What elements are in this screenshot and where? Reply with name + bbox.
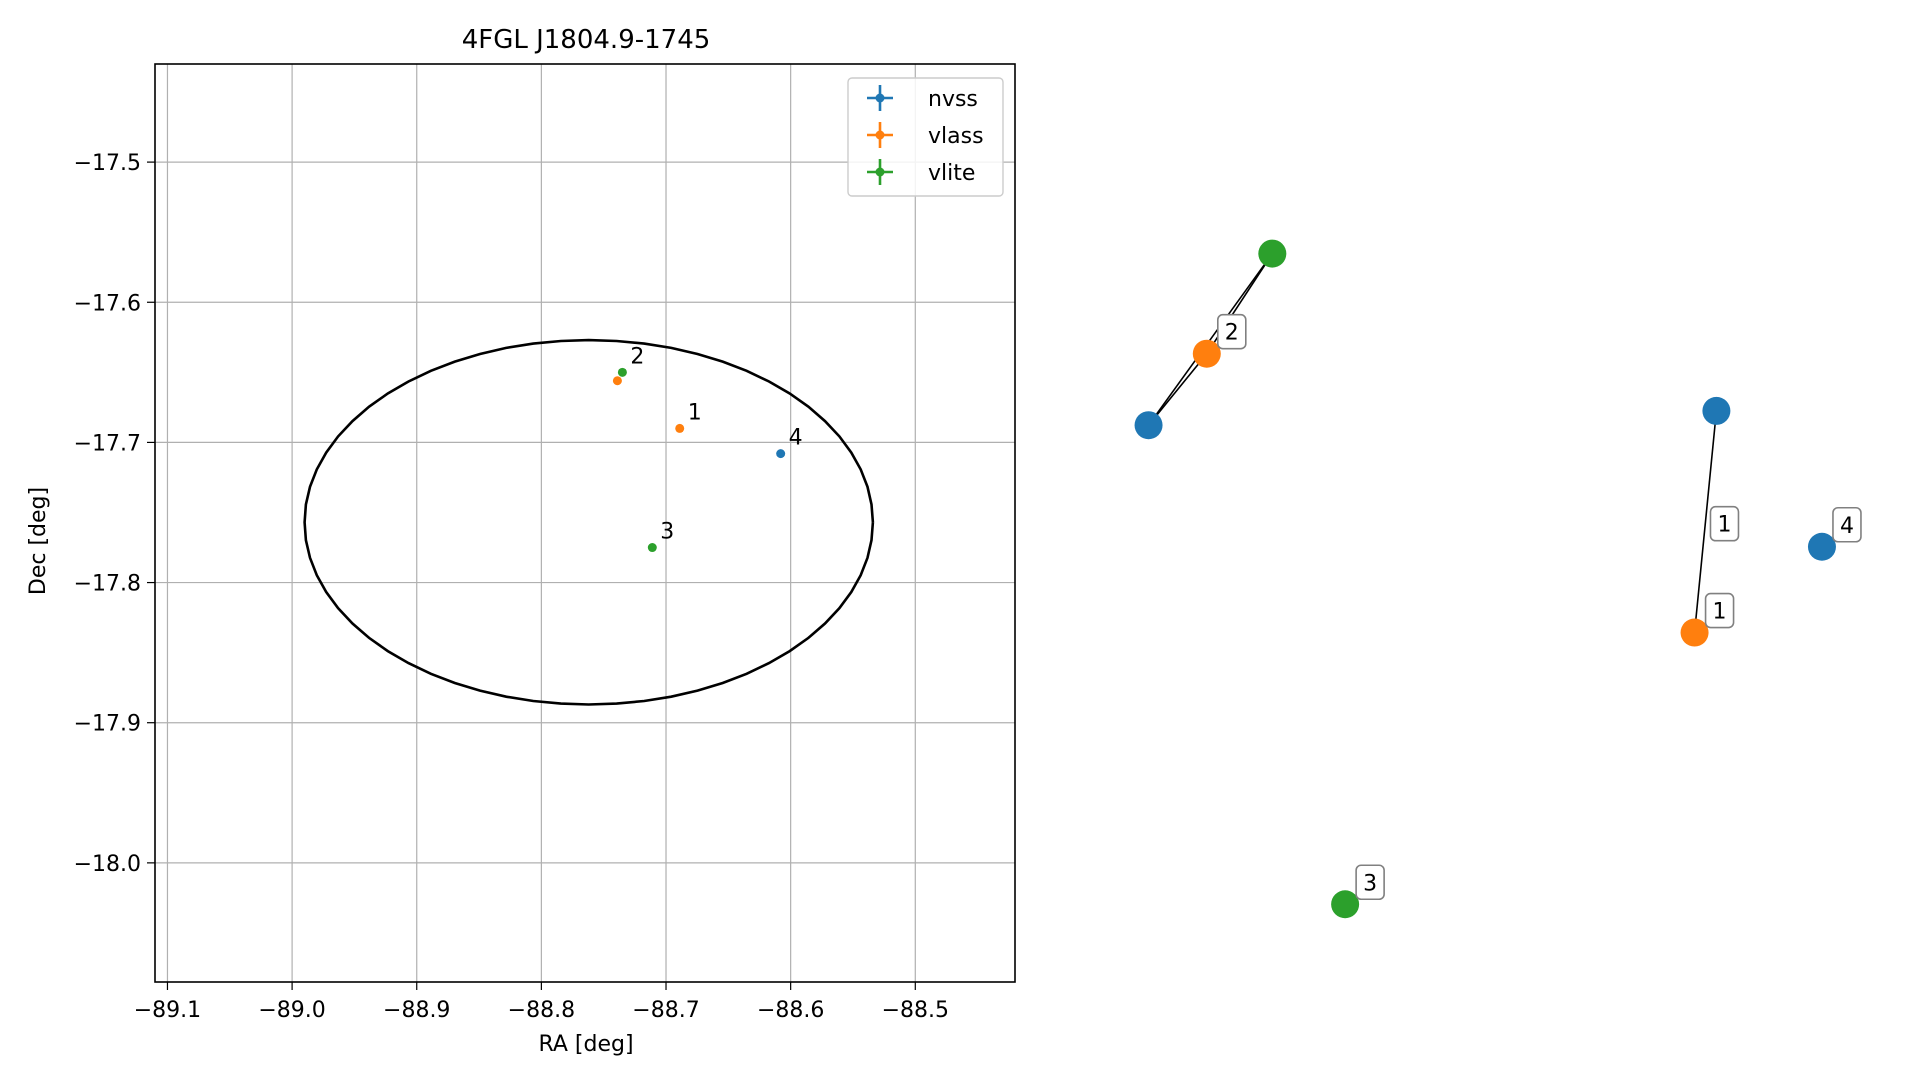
- legend-marker-dot: [875, 93, 885, 103]
- x-tick-label: −89.0: [258, 998, 325, 1023]
- network-node-vlass: [1192, 339, 1221, 368]
- network-edge: [1147, 253, 1273, 426]
- network-node-vlass: [1680, 618, 1709, 647]
- point-label: 2: [630, 344, 644, 369]
- x-tick-label: −88.6: [757, 998, 824, 1023]
- y-tick-label: −17.8: [74, 572, 141, 597]
- legend-label-nvss: nvss: [928, 87, 978, 112]
- label-box: [1217, 313, 1247, 350]
- network-node-nvss: [1807, 532, 1836, 561]
- x-tick-label: −88.8: [508, 998, 575, 1023]
- node-label: 2: [1217, 313, 1247, 350]
- axes-frame: [154, 63, 1016, 983]
- label-text: 2: [1225, 321, 1239, 346]
- chart-title: 4FGL J1804.9-1745: [462, 25, 711, 55]
- points-layer: 4 1 2 3: [612, 344, 803, 553]
- data-point-vlass: [675, 423, 685, 433]
- legend: nvss vlass vlite: [847, 77, 1004, 197]
- edge-label: 1: [1709, 505, 1740, 542]
- y-tick-label: −17.6: [74, 291, 141, 316]
- network-node-nvss: [1702, 396, 1731, 425]
- legend-frame: [847, 77, 1004, 197]
- ticks-layer: −89.1 −89.0 −88.9 −88.8 −88.7 −88.6 −88.5 −17.5…: [74, 151, 949, 1023]
- label-box: [1709, 505, 1740, 542]
- network-graph: 2 1 4 3 1: [1134, 239, 1862, 919]
- node-labels-layer: 2 1 4 3 1: [1217, 313, 1862, 901]
- node-label: 3: [1355, 864, 1385, 901]
- data-point-vlite: [647, 543, 657, 553]
- point-label: 3: [660, 520, 674, 545]
- node-label: 1: [1704, 592, 1735, 629]
- label-box: [1355, 864, 1385, 901]
- nodes-layer: [1134, 239, 1836, 919]
- error-ellipse: [303, 338, 875, 706]
- label-text: 1: [1717, 513, 1731, 538]
- ellipse-layer: [303, 338, 875, 706]
- point-label: 1: [688, 400, 702, 425]
- y-tick-label: −17.9: [74, 712, 141, 737]
- x-tick-label: −88.7: [632, 998, 699, 1023]
- y-tick-label: −17.7: [74, 431, 141, 456]
- network-node-nvss: [1134, 411, 1163, 440]
- x-tick-label: −89.1: [134, 998, 201, 1023]
- data-point-vlite: [617, 367, 627, 377]
- x-tick-label: −88.5: [882, 998, 949, 1023]
- point-label: 4: [789, 426, 803, 451]
- data-point-nvss: [776, 449, 786, 459]
- y-axis-label: Dec [deg]: [26, 487, 51, 595]
- y-tick-label: −17.5: [74, 151, 141, 176]
- label-text: 3: [1363, 871, 1377, 896]
- network-edge: [1693, 410, 1718, 633]
- network-node-vlite: [1331, 890, 1360, 919]
- data-point-vlass: [612, 376, 622, 386]
- legend-marker-dot: [875, 130, 885, 140]
- y-tick-label: −18.0: [74, 852, 141, 877]
- node-label: 4: [1832, 506, 1862, 543]
- legend-label-vlass: vlass: [928, 124, 984, 149]
- network-node-vlite: [1258, 239, 1287, 268]
- label-text: 1: [1713, 600, 1727, 625]
- label-box: [1704, 592, 1735, 629]
- label-text: 4: [1840, 514, 1854, 539]
- legend-marker-dot: [875, 167, 885, 177]
- x-tick-label: −88.9: [383, 998, 450, 1023]
- x-axis-label: RA [deg]: [538, 1032, 633, 1057]
- network-edge: [1147, 353, 1208, 426]
- legend-label-vlite: vlite: [928, 161, 975, 186]
- label-box: [1832, 506, 1862, 543]
